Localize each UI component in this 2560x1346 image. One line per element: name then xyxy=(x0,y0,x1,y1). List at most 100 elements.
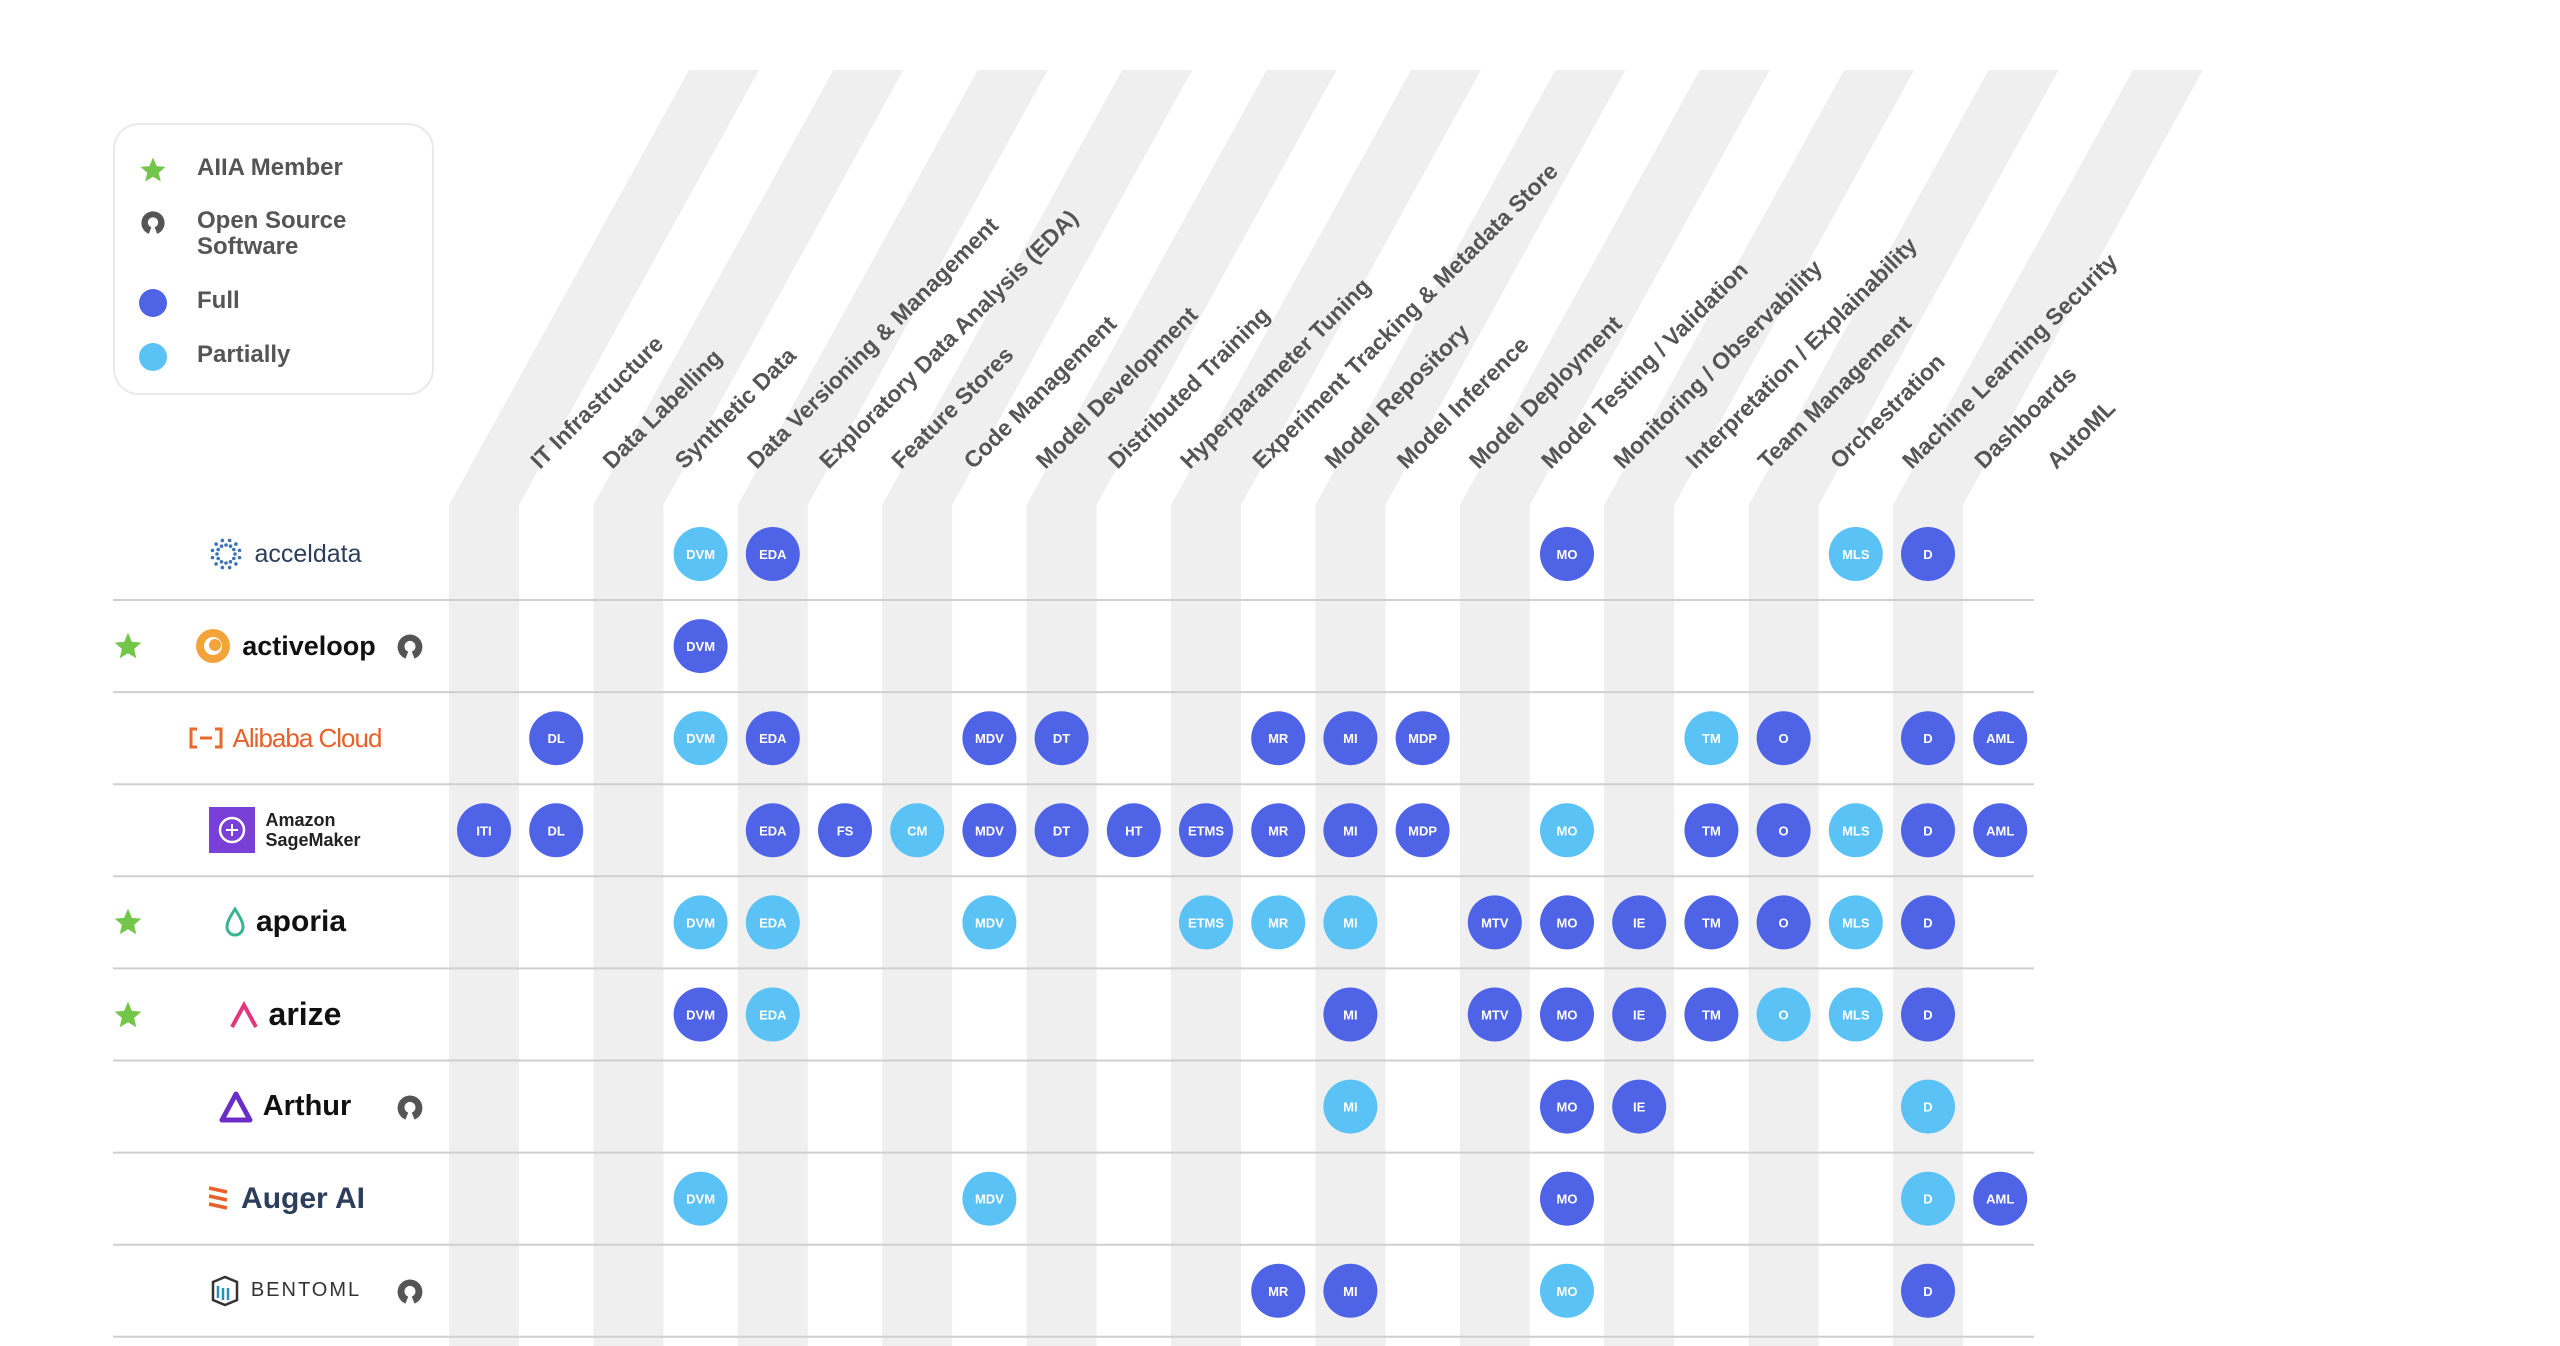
company-name: arize xyxy=(268,996,342,1032)
full-dot-icon xyxy=(138,288,168,318)
full-badge xyxy=(962,803,1017,858)
alibaba-logo-icon xyxy=(189,727,223,749)
full-badge xyxy=(962,711,1017,766)
column-band xyxy=(1604,70,1915,1346)
badge-code: IE xyxy=(1633,1008,1646,1023)
capability-badge: MO xyxy=(1540,527,1594,581)
full-badge xyxy=(457,803,511,858)
full-badge xyxy=(818,803,872,858)
capability-badge: D xyxy=(1901,1263,1955,1318)
capability-badge: O xyxy=(1756,895,1811,950)
badge-code: D xyxy=(1923,915,1932,930)
partial-dot-icon xyxy=(138,342,168,372)
column-band xyxy=(1748,70,2059,1346)
badge-code: TM xyxy=(1702,1008,1721,1023)
full-badge xyxy=(1540,527,1594,581)
badge-code: MO xyxy=(1557,823,1578,838)
full-badge xyxy=(1901,803,1955,858)
capability-badge: MI xyxy=(1323,1079,1378,1134)
badge-code: D xyxy=(1923,1100,1932,1115)
open-source-icon xyxy=(395,1093,425,1123)
capability-badge: D xyxy=(1901,1079,1955,1134)
sagemaker-logo-icon xyxy=(209,807,256,854)
company-logo: acceldata xyxy=(185,530,385,578)
full-badge xyxy=(745,803,800,858)
partial-badge xyxy=(673,895,728,950)
badge-code: DVM xyxy=(686,915,715,930)
capability-badge: MDP xyxy=(1395,803,1450,858)
full-badge xyxy=(1034,803,1089,858)
partial-badge xyxy=(673,1171,728,1226)
full-badge xyxy=(1323,711,1378,766)
badge-code: HT xyxy=(1125,823,1142,838)
badge-code: EDA xyxy=(759,823,787,838)
capability-badge: D xyxy=(1901,1171,1955,1226)
capability-badge: MO xyxy=(1540,987,1594,1042)
badge-code: MI xyxy=(1343,1100,1357,1115)
capability-badge: D xyxy=(1901,711,1955,766)
aiia-member-star-icon xyxy=(112,906,144,938)
full-badge xyxy=(1973,711,2028,766)
badge-code: MDP xyxy=(1408,731,1437,746)
full-badge xyxy=(673,619,728,674)
capability-badge: AML xyxy=(1973,711,2028,766)
full-badge xyxy=(1540,1171,1594,1226)
company-name: Arthur xyxy=(262,1090,352,1123)
badge-code: MO xyxy=(1557,1192,1578,1207)
capability-badge: MDV xyxy=(962,803,1017,858)
capability-badge: ETMS xyxy=(1179,803,1233,858)
badge-code: MO xyxy=(1557,1100,1578,1115)
full-badge xyxy=(1756,711,1811,766)
badge-code: DL xyxy=(548,731,565,746)
badge-code: DVM xyxy=(686,547,715,562)
badge-code: TM xyxy=(1702,823,1721,838)
auger-logo-icon xyxy=(205,1182,231,1216)
capability-badge: MLS xyxy=(1828,527,1883,581)
column-band xyxy=(1459,70,1770,1346)
badge-code: MDV xyxy=(975,823,1004,838)
partial-badge xyxy=(1540,1263,1594,1318)
partial-badge xyxy=(1756,987,1811,1042)
capability-badge: MR xyxy=(1251,711,1306,766)
capability-badge: IE xyxy=(1612,895,1667,950)
partial-badge xyxy=(745,895,800,950)
capability-badge: EDA xyxy=(745,527,800,581)
company-logo: Amazon SageMaker xyxy=(185,806,385,854)
full-badge xyxy=(1467,987,1522,1042)
capability-badge: MR xyxy=(1251,895,1306,950)
badge-code: EDA xyxy=(759,915,787,930)
star-icon xyxy=(138,155,168,185)
legend-label: Full xyxy=(197,287,240,314)
column-band xyxy=(1315,70,1626,1346)
badge-code: MO xyxy=(1557,1284,1578,1299)
capability-badge: DT xyxy=(1034,711,1089,766)
aporia-logo-icon xyxy=(224,907,246,937)
capability-badge: MLS xyxy=(1828,803,1883,858)
company-logo: Arthur xyxy=(185,1083,385,1131)
capability-badge: MDV xyxy=(962,895,1017,950)
partial-badge xyxy=(1828,527,1883,581)
legend-label: Open Source Software xyxy=(197,207,347,260)
company-logo: arize xyxy=(185,991,385,1039)
capability-badge: TM xyxy=(1684,803,1739,858)
badge-code: D xyxy=(1923,1192,1932,1207)
full-badge xyxy=(745,711,800,766)
full-badge xyxy=(1540,987,1594,1042)
capability-badge: EDA xyxy=(745,803,800,858)
capability-badge: MTV xyxy=(1467,987,1522,1042)
capability-badge: MO xyxy=(1540,1263,1594,1318)
badge-code: ETMS xyxy=(1188,823,1224,838)
capability-badge: AML xyxy=(1973,803,2028,858)
arthur-logo-icon xyxy=(219,1091,253,1123)
capability-badge: AML xyxy=(1973,1171,2028,1226)
capability-badge: MI xyxy=(1323,1263,1378,1318)
full-badge xyxy=(1901,987,1955,1042)
acceldata-logo-icon xyxy=(208,536,244,572)
company-name: Alibaba Cloud xyxy=(232,722,383,753)
full-badge xyxy=(1901,895,1955,950)
arize-logo-icon xyxy=(229,1000,259,1030)
full-badge xyxy=(1395,711,1450,766)
capability-badge: ITI xyxy=(457,803,511,858)
badge-code: D xyxy=(1923,823,1932,838)
badge-code: TM xyxy=(1702,731,1721,746)
